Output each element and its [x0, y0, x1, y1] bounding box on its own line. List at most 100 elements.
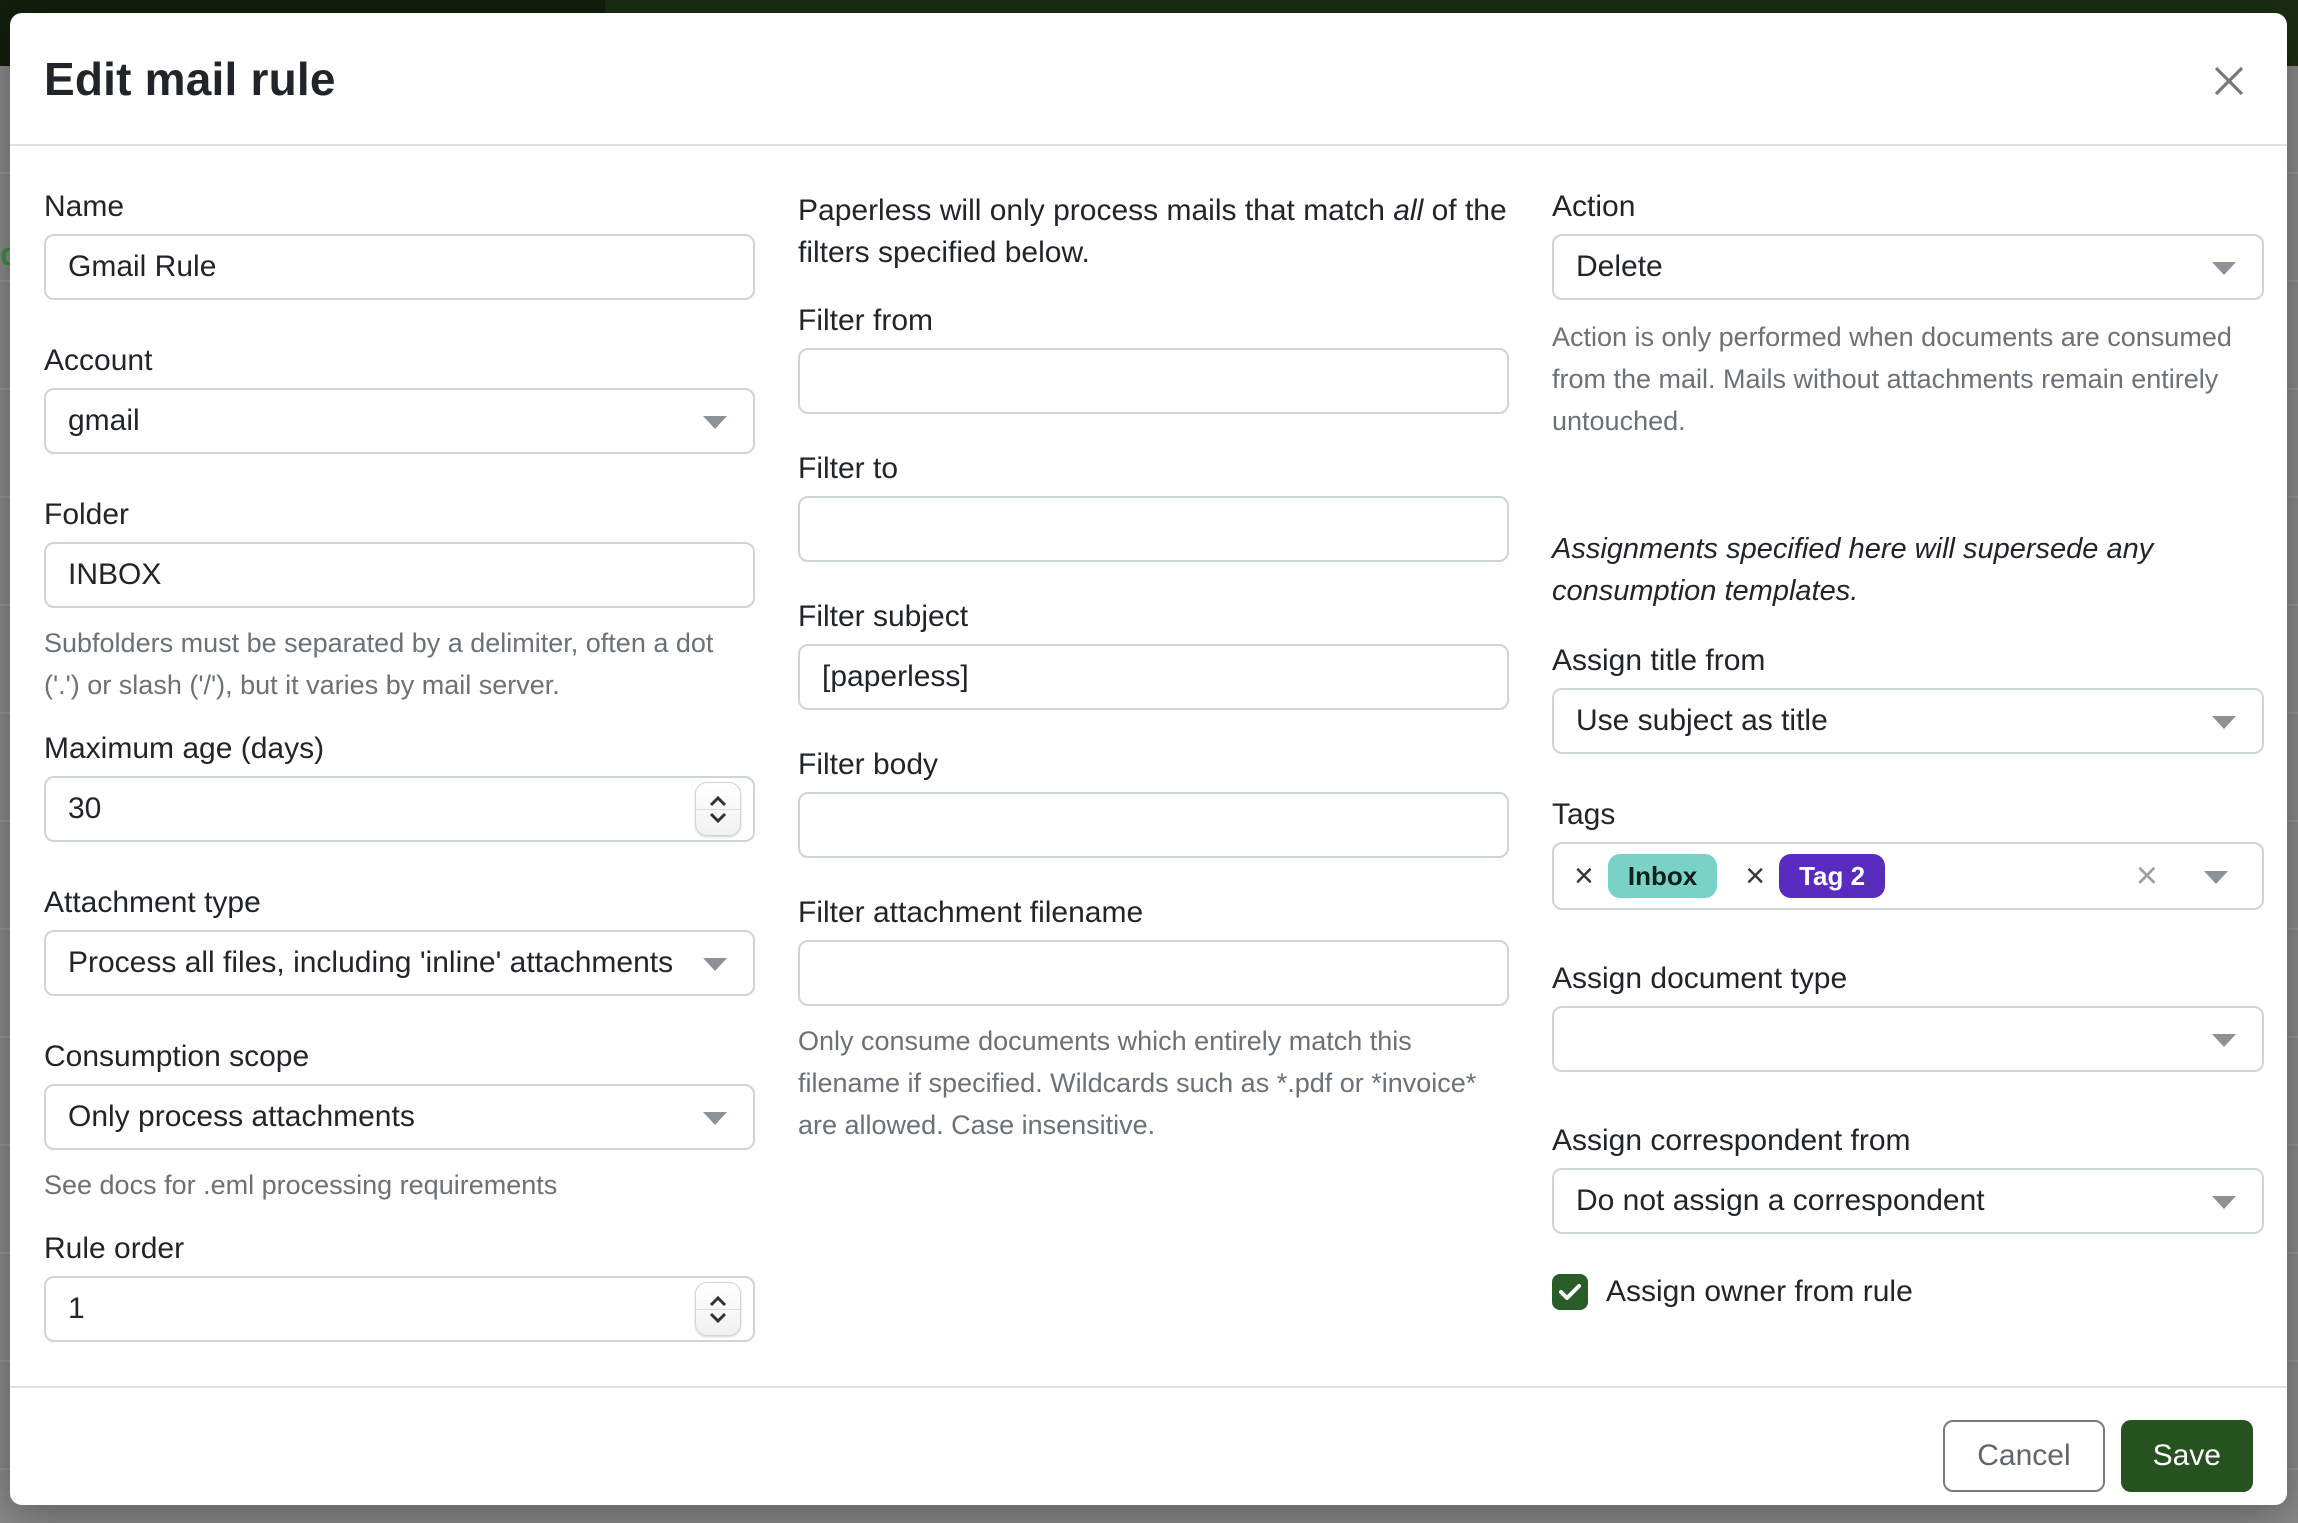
filter-to-field-group: Filter to	[798, 452, 1509, 562]
filter-to-label: Filter to	[798, 452, 899, 485]
chevron-down-icon	[2212, 716, 2236, 729]
account-select[interactable]: gmail	[44, 388, 755, 454]
filter-body-label: Filter body	[798, 748, 939, 781]
save-button[interactable]: Save	[2120, 1419, 2253, 1492]
filter-attachment-filename-help-text: Only consume documents which entirely ma…	[798, 1026, 1477, 1140]
action-label: Action	[1552, 190, 1636, 223]
stepper-divider	[696, 1308, 740, 1310]
checkmark-icon	[1559, 1284, 1581, 1300]
close-icon	[2214, 66, 2244, 96]
consumption-scope-select-value: Only process attachments	[68, 1100, 415, 1133]
assign-owner-row: Assign owner from rule	[1552, 1274, 2264, 1310]
tag-pill-tag-2: Tag 2	[1779, 854, 1886, 898]
filter-from-input[interactable]	[798, 348, 1509, 414]
filter-from-field-group: Filter from	[798, 304, 1509, 414]
assign-document-type-field-group: Assign document type	[1552, 962, 2264, 1072]
filters-intro-text: Paperless will only process mails that m…	[798, 190, 1509, 274]
account-label: Account	[44, 344, 153, 377]
attachment-type-field-group: Attachment type Process all files, inclu…	[44, 886, 755, 996]
tags-select[interactable]: × Inbox × Tag 2 ×	[1552, 842, 2264, 910]
action-select[interactable]: Delete	[1552, 234, 2264, 300]
name-field-group: Name	[44, 190, 755, 300]
filter-attachment-filename-label: Filter attachment filename	[798, 896, 1144, 929]
column-filters: Paperless will only process mails that m…	[798, 190, 1509, 1386]
assignments-note: Assignments specified here will supersed…	[1552, 533, 2154, 607]
assign-correspondent-field-group: Assign correspondent from Do not assign …	[1552, 1124, 2264, 1234]
action-help-text: Action is only performed when documents …	[1552, 322, 2232, 436]
assign-owner-label: Assign owner from rule	[1606, 1275, 1913, 1308]
stepper-divider	[696, 808, 740, 810]
account-field-group: Account gmail	[44, 344, 755, 454]
dialog-body: Name Account gmail Folder Subfolders mus…	[10, 146, 2287, 1386]
filters-intro-post: of the filters specified below.	[798, 194, 1507, 269]
tags-label: Tags	[1552, 798, 1616, 831]
filter-subject-label: Filter subject	[798, 600, 969, 633]
max-age-input[interactable]	[44, 776, 755, 842]
filters-intro-em: all	[1393, 194, 1424, 227]
attachment-type-select-value: Process all files, including 'inline' at…	[68, 946, 674, 979]
filter-attachment-filename-field-group: Filter attachment filename Only consume …	[798, 896, 1509, 1146]
column-action-assignments: Action Delete Action is only performed w…	[1552, 190, 2264, 1386]
stepper-up-icon	[709, 1295, 727, 1306]
attachment-type-select[interactable]: Process all files, including 'inline' at…	[44, 930, 755, 996]
account-select-value: gmail	[68, 404, 140, 437]
folder-input[interactable]	[44, 542, 755, 608]
consumption-scope-label: Consumption scope	[44, 1040, 310, 1073]
name-label: Name	[44, 190, 125, 223]
filter-subject-input[interactable]	[798, 644, 1509, 710]
column-general: Name Account gmail Folder Subfolders mus…	[44, 190, 755, 1386]
tag-item: × Inbox	[1574, 854, 1718, 898]
folder-field-group: Folder Subfolders must be separated by a…	[44, 498, 755, 706]
filter-attachment-filename-input[interactable]	[798, 940, 1509, 1006]
rule-order-input[interactable]	[44, 1276, 755, 1342]
attachment-type-label: Attachment type	[44, 886, 261, 919]
filter-body-field-group: Filter body	[798, 748, 1509, 858]
dialog-footer: Cancel Save	[10, 1386, 2287, 1523]
name-input[interactable]	[44, 234, 755, 300]
folder-label: Folder	[44, 498, 130, 531]
consumption-scope-help-text: See docs for .eml processing requirement…	[44, 1170, 558, 1200]
assign-correspondent-select-value: Do not assign a correspondent	[1576, 1184, 1985, 1217]
consumption-scope-field-group: Consumption scope Only process attachmen…	[44, 1040, 755, 1206]
assign-document-type-label: Assign document type	[1552, 962, 1848, 995]
filter-subject-field-group: Filter subject	[798, 600, 1509, 710]
assign-correspondent-select[interactable]: Do not assign a correspondent	[1552, 1168, 2264, 1234]
rule-order-label: Rule order	[44, 1232, 185, 1265]
stepper-down-icon	[709, 1312, 727, 1323]
dialog-header: Edit mail rule	[10, 13, 2287, 146]
assign-correspondent-label: Assign correspondent from	[1552, 1124, 1911, 1157]
tag-remove-icon[interactable]: ×	[1745, 857, 1766, 895]
action-select-value: Delete	[1576, 250, 1663, 283]
assign-title-label: Assign title from	[1552, 644, 1766, 677]
dialog-title: Edit mail rule	[44, 52, 336, 105]
edit-mail-rule-dialog: Edit mail rule Name Account gmail	[10, 13, 2287, 1505]
close-button[interactable]	[2209, 61, 2249, 101]
chevron-down-icon[interactable]	[2204, 871, 2228, 884]
filters-intro-pre: Paperless will only process mails that m…	[798, 194, 1394, 227]
assign-document-type-select[interactable]	[1552, 1006, 2264, 1072]
max-age-stepper[interactable]	[695, 782, 741, 836]
filter-body-input[interactable]	[798, 792, 1509, 858]
max-age-field-group: Maximum age (days)	[44, 732, 755, 842]
folder-help-text: Subfolders must be separated by a delimi…	[44, 628, 714, 700]
cancel-button[interactable]: Cancel	[1943, 1419, 2105, 1492]
stepper-up-icon	[709, 795, 727, 806]
assign-owner-checkbox[interactable]	[1552, 1274, 1588, 1310]
assign-title-select[interactable]: Use subject as title	[1552, 688, 2264, 754]
rule-order-stepper[interactable]	[695, 1282, 741, 1336]
filter-to-input[interactable]	[798, 496, 1509, 562]
stepper-down-icon	[709, 812, 727, 823]
tag-item: × Tag 2	[1745, 854, 1886, 898]
consumption-scope-select[interactable]: Only process attachments	[44, 1084, 755, 1150]
chevron-down-icon	[703, 958, 727, 971]
max-age-label: Maximum age (days)	[44, 732, 325, 765]
chevron-down-icon	[703, 416, 727, 429]
chevron-down-icon	[2212, 1196, 2236, 1209]
chevron-down-icon	[2212, 262, 2236, 275]
action-field-group: Action Delete Action is only performed w…	[1552, 190, 2264, 442]
chevron-down-icon	[703, 1112, 727, 1125]
tag-remove-icon[interactable]: ×	[1574, 857, 1594, 895]
filter-from-label: Filter from	[798, 304, 933, 337]
tags-clear-icon[interactable]: ×	[2135, 855, 2158, 897]
rule-order-field-group: Rule order	[44, 1232, 755, 1342]
